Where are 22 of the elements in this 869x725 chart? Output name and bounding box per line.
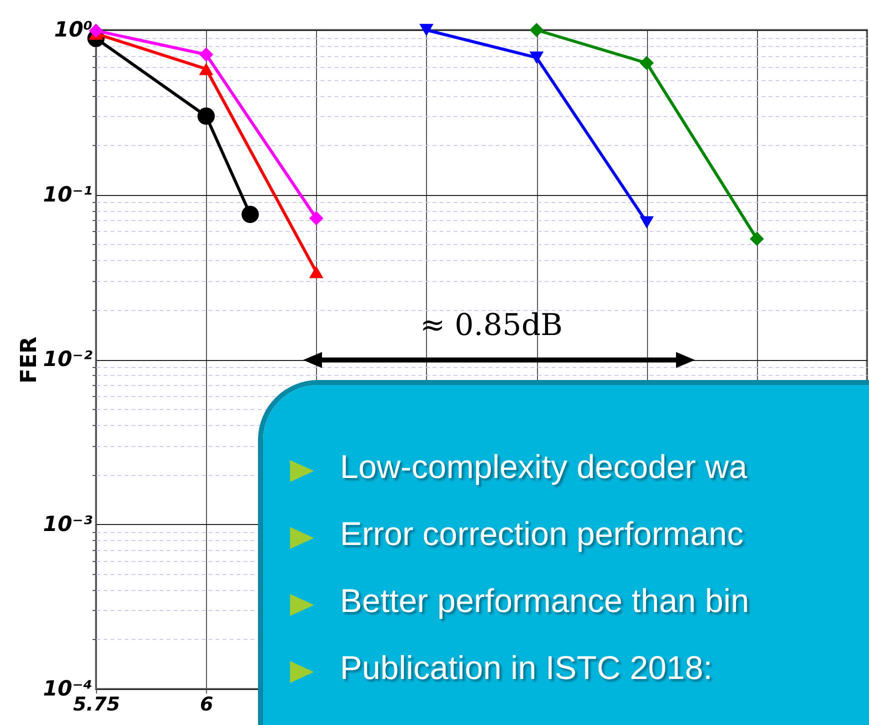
annotation: Error correction performanc	[340, 515, 744, 553]
point	[309, 266, 324, 278]
point	[640, 216, 654, 228]
y-tick-label: 10⁻¹	[42, 182, 92, 206]
point	[750, 232, 764, 246]
annotation: Better performance than bin	[340, 582, 750, 620]
point	[197, 108, 215, 125]
y-tick-label: 10⁰	[54, 18, 92, 42]
y-tick-label: 10⁻³	[42, 512, 92, 536]
y-axis-title: FER	[16, 336, 42, 384]
point	[199, 47, 214, 62]
annotation: Low-complexity decoder wa	[340, 448, 748, 486]
point	[640, 56, 654, 70]
point	[309, 211, 324, 226]
point	[242, 206, 259, 224]
x-tick-label: 6	[200, 694, 214, 716]
y-tick-label: 10⁻²	[42, 347, 94, 371]
point	[419, 24, 434, 36]
point	[530, 22, 544, 38]
point	[530, 51, 544, 64]
annotation: Publication in ISTC 2018:	[340, 649, 712, 687]
point	[199, 62, 214, 76]
